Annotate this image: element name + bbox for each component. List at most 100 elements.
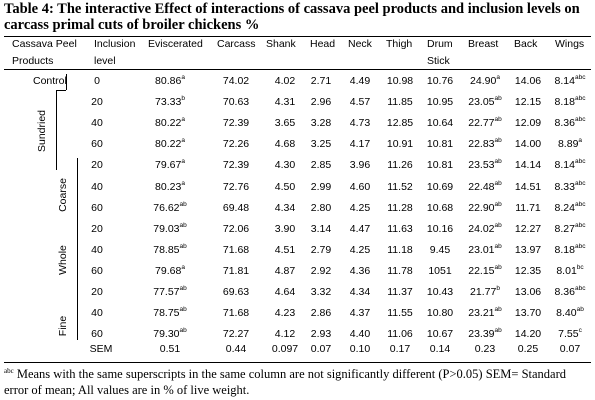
table-cell: 78.75ab [153, 306, 187, 320]
cell-value: 3.14 [310, 222, 332, 235]
table-cell: 76.62ab [153, 200, 187, 215]
table-cell: 72.39 [223, 159, 249, 172]
cell-superscript: b [496, 285, 500, 292]
cell-value: 10.81 [426, 159, 454, 172]
cell-value: 8.14 [554, 159, 575, 172]
cell-value: 23.39 [468, 328, 495, 341]
table-cell: 14.06 [515, 75, 541, 88]
cell-value: 4.34 [349, 286, 371, 298]
table-cell: 11.52 [387, 181, 413, 194]
column-header-line1-0: Cassava Peel [12, 38, 77, 50]
cell-superscript: a [496, 74, 500, 81]
cell-value: 11.28 [387, 201, 413, 214]
cell-superscript: b [181, 95, 185, 103]
table-cell: 10.16 [427, 223, 453, 236]
table-cell: 8.01bc [556, 264, 583, 278]
column-header-line1-10: Back [514, 38, 538, 50]
cell-value: 71.68 [222, 243, 250, 256]
inclusion-level-cell: 40 [91, 180, 103, 193]
table-cell: 1051 [428, 265, 451, 278]
table-cell: 13.70 [515, 307, 541, 320]
cell-value: 72.27 [222, 328, 250, 341]
cell-value: 11.52 [387, 180, 413, 193]
cell-value: 4.36 [349, 264, 371, 277]
table-cell: 4.02 [275, 75, 295, 88]
cell-superscript: a [578, 137, 583, 145]
cell-value: 80.22 [155, 117, 182, 130]
table-cell: 10.67 [427, 328, 453, 341]
table-cell: 4.73 [350, 117, 370, 130]
table-cell: 3.14 [311, 223, 331, 236]
table-cell: 72.26 [223, 138, 249, 151]
table-cell: 4.40 [350, 328, 370, 341]
cell-value: 2.92 [310, 264, 332, 277]
cell-value: 3.25 [310, 138, 332, 151]
cell-value: 72.39 [222, 117, 250, 130]
cell-value: 72.39 [222, 159, 250, 172]
table-cell: 4.36 [350, 265, 370, 278]
cell-value: 10.69 [426, 180, 454, 193]
table-cell: 2.85 [311, 159, 331, 172]
cell-superscript: ab [494, 221, 502, 229]
cell-value: 4.57 [349, 96, 371, 109]
table-cell: 4.60 [350, 181, 370, 194]
cell-value: 10.67 [426, 328, 454, 341]
cell-superscript: ab [179, 242, 187, 250]
cell-value: 23.05 [468, 96, 495, 109]
cell-value: 2.86 [310, 307, 332, 320]
cell-value: 8.36 [554, 117, 575, 130]
cell-superscript: a [181, 179, 185, 187]
table-cell: 14.00 [515, 138, 541, 151]
cell-value: 80.86 [155, 75, 182, 87]
table-cell: 23.01ab [468, 243, 502, 257]
cell-value: 77.57 [153, 286, 180, 298]
inclusion-level-cell: 20 [91, 96, 103, 109]
sem-value: 0.07 [559, 343, 581, 355]
table-cell: 4.68 [275, 138, 295, 151]
table-cell: 11.18 [387, 244, 413, 257]
table-cell: 4.12 [275, 328, 295, 341]
cell-value: 10.43 [426, 286, 454, 298]
table-cell: 23.21ab [468, 306, 502, 320]
cell-value: 80.22 [155, 138, 182, 151]
table-cell: 8.24abc [555, 201, 586, 215]
table-title: Table 4: The interactive Effect of inter… [4, 1, 580, 33]
cell-value: 22.15 [468, 264, 495, 277]
table-cell: 80.86a [155, 74, 185, 88]
inclusion-level-cell: 0 [94, 75, 100, 87]
cell-value: 71.68 [222, 307, 250, 320]
table-cell: 4.34 [275, 202, 295, 215]
cell-value: 11.85 [387, 96, 413, 109]
column-header-line1-6: Neck [348, 38, 372, 50]
cell-superscript: ab [179, 285, 187, 292]
table-cell: 4.51 [275, 244, 295, 257]
column-header-line2-8: Stick [427, 55, 450, 67]
cell-value: 71.81 [222, 264, 250, 277]
table-cell: 11.28 [387, 202, 413, 215]
table-cell: 72.76 [223, 181, 249, 194]
cell-value: 4.25 [349, 201, 371, 214]
cell-value: 2.71 [310, 75, 332, 87]
cell-value: 13.70 [514, 307, 542, 320]
table-cell: 4.87 [275, 265, 295, 278]
inclusion-level-cell: 60 [91, 138, 103, 151]
table-footnote: abc Means with the same superscripts in … [4, 364, 592, 398]
table-cell: 11.78 [387, 265, 413, 278]
table-cell: 10.95 [427, 96, 453, 109]
inclusion-level-cell: 60 [91, 201, 103, 214]
cell-value: 4.12 [274, 328, 296, 341]
cell-value: 11.06 [387, 328, 413, 341]
table-cell: 11.85 [387, 96, 413, 109]
cell-value: 4.49 [349, 75, 371, 87]
cell-value: 11.37 [387, 286, 413, 298]
group-bracket-coarse [77, 158, 78, 240]
inclusion-level-cell: 40 [91, 307, 103, 320]
cell-superscript: ab [494, 200, 502, 208]
cell-value: 8.27 [554, 222, 575, 235]
table-cell: 2.96 [311, 96, 331, 109]
cell-superscript: abc [574, 242, 586, 250]
cell-value: 14.20 [514, 328, 542, 341]
inclusion-level-cell: 60 [91, 264, 103, 277]
footnote-superscript: abc [4, 367, 14, 375]
cell-superscript: ab [179, 200, 187, 208]
